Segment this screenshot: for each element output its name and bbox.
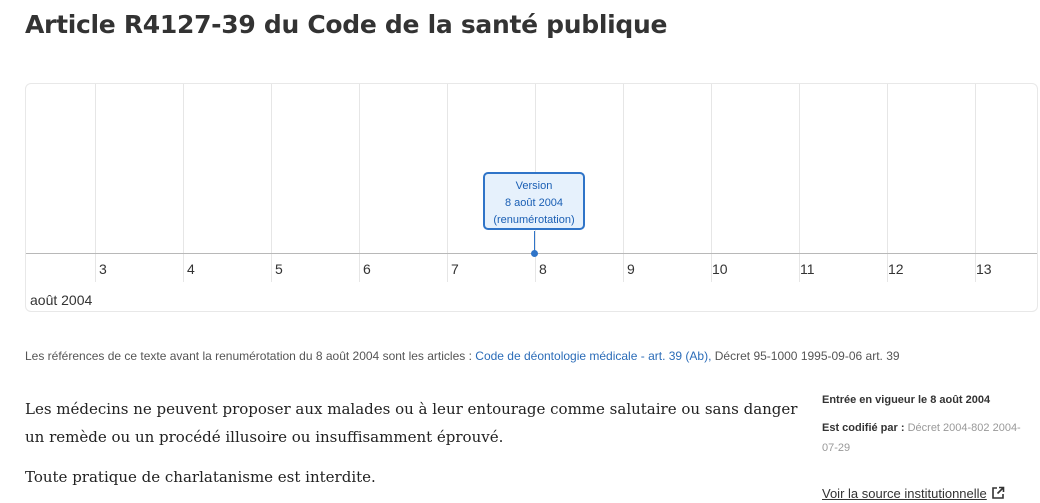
version-label: Version: [515, 180, 553, 192]
tick-label: 9: [627, 261, 635, 277]
grid-line: [271, 84, 272, 282]
codified-value[interactable]: Décret 2004-802 2004-07-29: [822, 422, 1021, 454]
month-label: août 2004: [30, 292, 93, 308]
version-dot[interactable]: [531, 250, 538, 257]
grid-line: [711, 84, 712, 282]
version-timeline: 3 4 5 6 7 8 9 10 11 12 13 août 2004 Vers…: [25, 83, 1038, 312]
grid-line: [359, 84, 360, 282]
version-note: (renumérotation): [493, 214, 575, 226]
article-paragraph: Les médecins ne peuvent proposer aux mal…: [25, 400, 798, 446]
grid-line: [447, 84, 448, 282]
tick-label: 4: [187, 261, 195, 277]
version-date: 8 août 2004: [504, 197, 564, 209]
tick-label: 11: [800, 261, 815, 277]
tick-label: 8: [539, 261, 547, 277]
external-link-icon: [991, 486, 1005, 499]
version-stem: [534, 231, 535, 253]
tick-label: 5: [275, 261, 283, 277]
grid-line: [975, 84, 976, 282]
grid-line: [183, 84, 184, 282]
page-title: Article R4127-39 du Code de la santé pub…: [25, 10, 668, 39]
references-rest: Décret 95-1000 1995-09-06 art. 39: [714, 349, 900, 363]
grid-line: [623, 84, 624, 282]
tick-label: 13: [976, 261, 992, 277]
tick-label: 12: [888, 261, 904, 277]
grid-line: [95, 84, 96, 282]
tick-label: 10: [712, 261, 728, 277]
grid-line: [799, 84, 800, 282]
reference-link[interactable]: Code de déontologie médicale - art. 39 (…: [475, 349, 712, 363]
entry-into-force: Entrée en vigueur le 8 août 2004: [822, 394, 991, 406]
tick-label: 3: [99, 261, 107, 277]
version-marker[interactable]: Version 8 août 2004 (renumérotation): [483, 172, 585, 230]
references-note: Les références de ce texte avant la renu…: [25, 349, 900, 363]
codified-label: Est codifié par :: [822, 422, 905, 434]
article-sidebar: Entrée en vigueur le 8 août 2004 Est cod…: [822, 394, 1032, 458]
institutional-source-link[interactable]: Voir la source institutionnelle: [822, 486, 1005, 501]
tick-label: 7: [451, 261, 459, 277]
codified-by: Est codifié par : Décret 2004-802 2004-0…: [822, 418, 1032, 458]
references-prefix: Les références de ce texte avant la renu…: [25, 349, 472, 363]
article-body: Les médecins ne peuvent proposer aux mal…: [25, 395, 805, 503]
source-link-label: Voir la source institutionnelle: [822, 486, 987, 501]
grid-line: [887, 84, 888, 282]
article-paragraph: Toute pratique de charlatanisme est inte…: [25, 468, 376, 486]
tick-label: 6: [363, 261, 371, 277]
